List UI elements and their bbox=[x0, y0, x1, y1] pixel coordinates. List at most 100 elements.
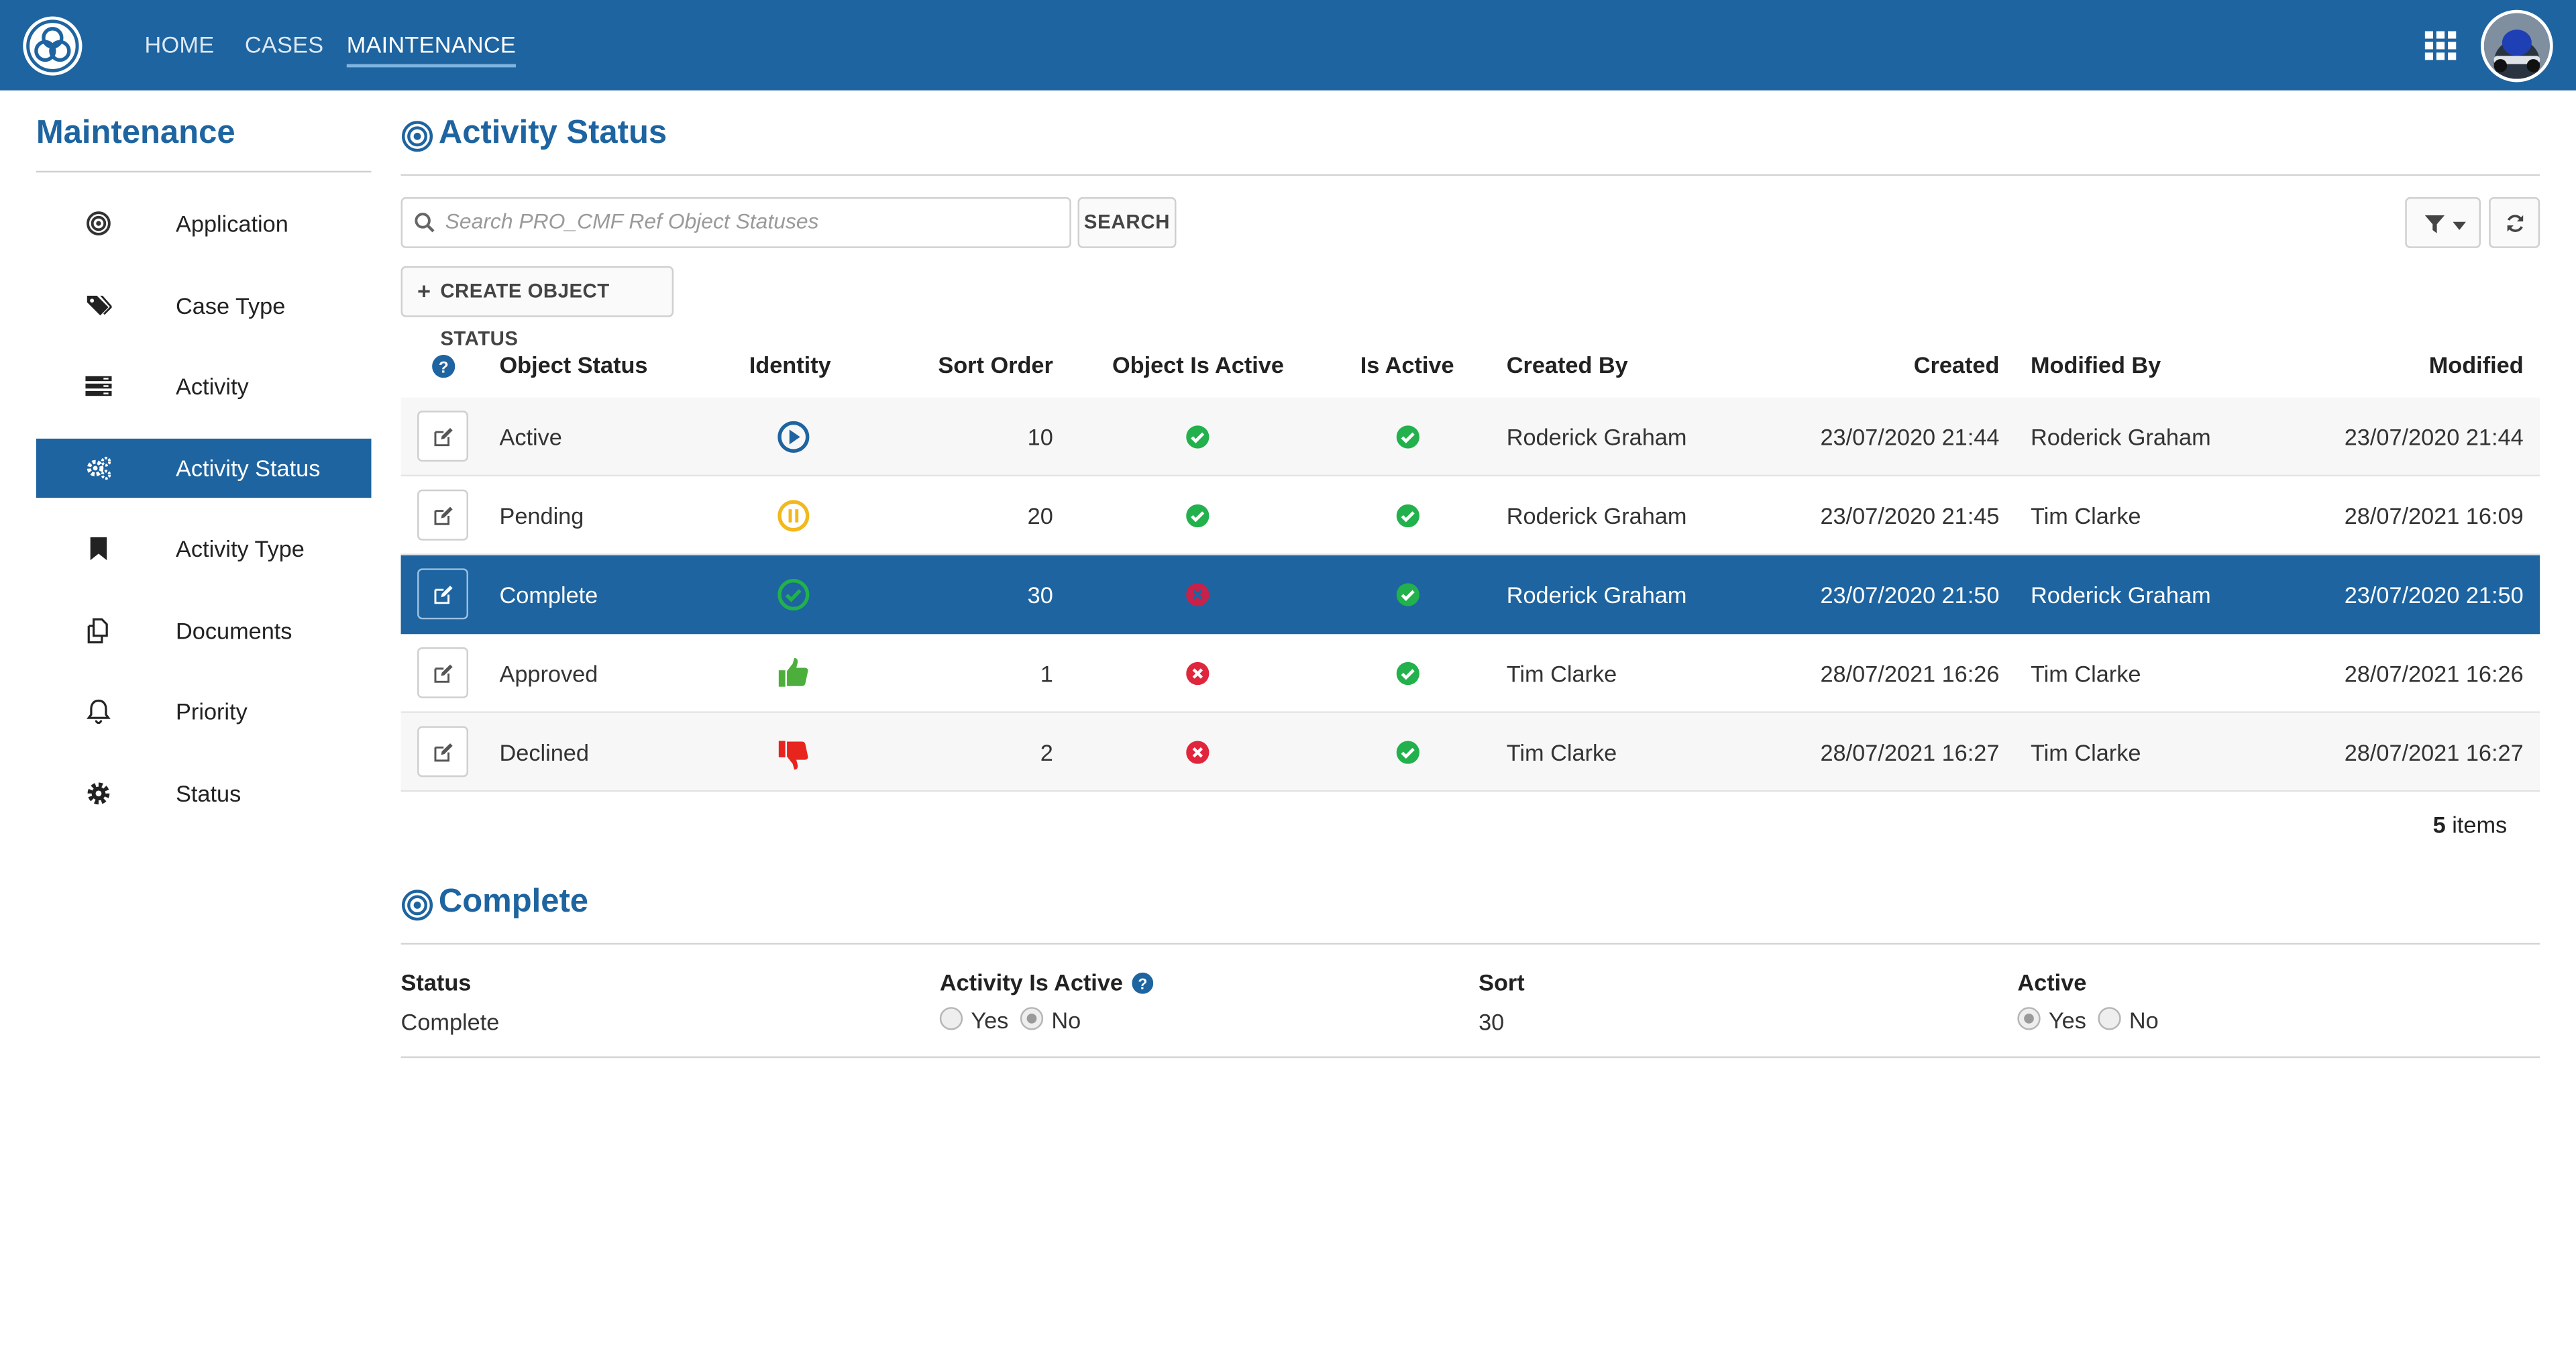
cell-created: 28/07/2021 16:27 bbox=[1820, 739, 2000, 766]
sidebar-item-label: Priority bbox=[176, 698, 248, 725]
target-icon bbox=[85, 210, 111, 236]
help-icon[interactable]: ? bbox=[1132, 972, 1155, 994]
cell-modified-by: Roderick Graham bbox=[2030, 423, 2211, 451]
detail-divider bbox=[400, 942, 2540, 945]
top-navbar: HOME CASES MAINTENANCE bbox=[0, 0, 2576, 91]
table-row[interactable]: Pending 20 Roderick Graham 23/07/2020 21… bbox=[400, 476, 2540, 555]
filter-dropdown-button[interactable] bbox=[2405, 197, 2481, 248]
app-logo-icon[interactable] bbox=[23, 16, 83, 76]
cell-modified-by: Tim Clarke bbox=[2030, 502, 2141, 529]
col-header-identity[interactable]: Identity bbox=[749, 352, 831, 378]
edit-button[interactable] bbox=[417, 568, 468, 620]
sidebar-item-label: Activity Status bbox=[176, 455, 321, 482]
caret-down-icon bbox=[2453, 221, 2466, 230]
sidebar-item-priority[interactable]: Priority bbox=[36, 682, 372, 741]
nav-maintenance[interactable]: MAINTENANCE bbox=[346, 31, 516, 68]
bookmark-icon bbox=[85, 535, 111, 561]
sidebar-item-application[interactable]: Application bbox=[36, 194, 372, 253]
cell-sort-order: 1 bbox=[1040, 660, 1053, 687]
page-title-text: Activity Status bbox=[438, 115, 667, 152]
check-circle-icon bbox=[1396, 741, 1419, 764]
sidebar-title: Maintenance bbox=[36, 115, 235, 152]
table-row[interactable]: Active 10 Roderick Graham 23/07/2020 21:… bbox=[400, 397, 2540, 477]
cell-created-by: Roderick Graham bbox=[1506, 502, 1687, 529]
search-box[interactable] bbox=[400, 197, 1071, 248]
cell-sort-order: 2 bbox=[1040, 739, 1053, 766]
col-header-modified[interactable]: Modified bbox=[2428, 352, 2524, 378]
cell-object-status: Active bbox=[499, 423, 562, 451]
activity-is-active-label: Activity Is Active ? bbox=[939, 969, 1155, 996]
edit-button[interactable] bbox=[417, 726, 468, 777]
check-circle-icon bbox=[1396, 425, 1419, 449]
sidebar-item-case-type[interactable]: Case Type bbox=[36, 276, 372, 335]
user-avatar[interactable] bbox=[2480, 9, 2553, 83]
cell-modified: 23/07/2020 21:44 bbox=[2344, 423, 2524, 451]
sidebar-item-label: Activity Type bbox=[176, 535, 305, 562]
edit-button[interactable] bbox=[417, 411, 468, 462]
sidebar-item-label: Status bbox=[176, 780, 241, 807]
sidebar-item-documents[interactable]: Documents bbox=[36, 601, 372, 660]
play-circle-icon bbox=[777, 421, 810, 453]
sidebar-item-activity[interactable]: Activity bbox=[36, 356, 372, 415]
x-circle-icon bbox=[1186, 741, 1210, 764]
x-circle-icon bbox=[1186, 661, 1210, 686]
nav-cases[interactable]: CASES bbox=[244, 31, 324, 58]
active-yes-label: Yes bbox=[2048, 1007, 2086, 1034]
col-header-is-active[interactable]: Is Active bbox=[1360, 352, 1454, 378]
list-icon bbox=[85, 373, 112, 399]
sidebar-item-activity-status[interactable]: Activity Status bbox=[36, 438, 372, 498]
filter-icon bbox=[2424, 215, 2445, 233]
nav-home[interactable]: HOME bbox=[144, 31, 215, 58]
active-yes-radio[interactable] bbox=[2017, 1007, 2041, 1030]
table-row-selected[interactable]: Complete 30 Roderick Graham 23/07/2020 2… bbox=[400, 555, 2540, 635]
check-circle-icon bbox=[1186, 425, 1210, 449]
activity-active-no-radio[interactable] bbox=[1020, 1007, 1044, 1030]
edit-button[interactable] bbox=[417, 489, 468, 541]
search-icon bbox=[415, 213, 435, 233]
col-header-created-by[interactable]: Created By bbox=[1506, 352, 1628, 378]
activity-active-yes-label: Yes bbox=[971, 1007, 1009, 1034]
status-value: Complete bbox=[400, 1008, 500, 1035]
search-button[interactable]: SEARCH bbox=[1077, 197, 1177, 248]
cell-modified: 28/07/2021 16:09 bbox=[2344, 502, 2524, 529]
col-header-object-is-active[interactable]: Object Is Active bbox=[1112, 352, 1284, 378]
svg-text:?: ? bbox=[1138, 975, 1148, 992]
cell-created-by: Tim Clarke bbox=[1506, 660, 1617, 687]
active-no-label: No bbox=[2129, 1007, 2159, 1034]
check-circle-icon bbox=[777, 579, 810, 611]
col-header-created[interactable]: Created bbox=[1913, 352, 2000, 378]
cell-object-status: Declined bbox=[499, 739, 589, 766]
gears-icon bbox=[85, 455, 111, 481]
create-object-status-button[interactable]: + CREATE OBJECT STATUS bbox=[400, 266, 674, 350]
cell-object-status: Approved bbox=[499, 660, 598, 687]
sort-label: Sort bbox=[1479, 969, 1525, 996]
cell-modified-by: Roderick Graham bbox=[2030, 581, 2211, 608]
documents-icon bbox=[85, 618, 111, 644]
edit-button[interactable] bbox=[417, 647, 468, 698]
edit-icon bbox=[434, 586, 453, 604]
cell-modified-by: Tim Clarke bbox=[2030, 739, 2141, 766]
item-count-number: 5 bbox=[2432, 811, 2446, 838]
sidebar-item-activity-type[interactable]: Activity Type bbox=[36, 519, 372, 578]
cell-modified-by: Tim Clarke bbox=[2030, 660, 2141, 687]
create-object-status-label: CREATE OBJECT STATUS bbox=[440, 279, 610, 350]
refresh-button[interactable] bbox=[2489, 197, 2540, 248]
help-icon[interactable]: ? bbox=[432, 354, 455, 378]
x-circle-icon bbox=[1186, 583, 1210, 606]
sidebar-item-status[interactable]: Status bbox=[36, 764, 372, 823]
activity-active-yes-radio[interactable] bbox=[939, 1007, 963, 1030]
sidebar-item-label: Case Type bbox=[176, 292, 286, 319]
check-circle-icon bbox=[1186, 504, 1210, 528]
apps-grid-icon[interactable] bbox=[2424, 31, 2458, 69]
search-input[interactable] bbox=[441, 207, 1057, 235]
table-row[interactable]: Declined 2 Tim Clarke 28/07/2021 16:27 T… bbox=[400, 712, 2540, 792]
tags-icon bbox=[85, 292, 113, 319]
table-row[interactable]: Approved 1 Tim Clarke 28/07/2021 16:26 T… bbox=[400, 634, 2540, 713]
col-header-object-status[interactable]: Object Status bbox=[499, 352, 648, 378]
col-header-sort-order[interactable]: Sort Order bbox=[938, 352, 1053, 378]
edit-icon bbox=[434, 743, 453, 762]
active-no-radio[interactable] bbox=[2098, 1007, 2121, 1030]
edit-icon bbox=[434, 664, 453, 683]
activity-is-active-label-text: Activity Is Active bbox=[939, 969, 1123, 996]
col-header-modified-by[interactable]: Modified By bbox=[2030, 352, 2161, 378]
